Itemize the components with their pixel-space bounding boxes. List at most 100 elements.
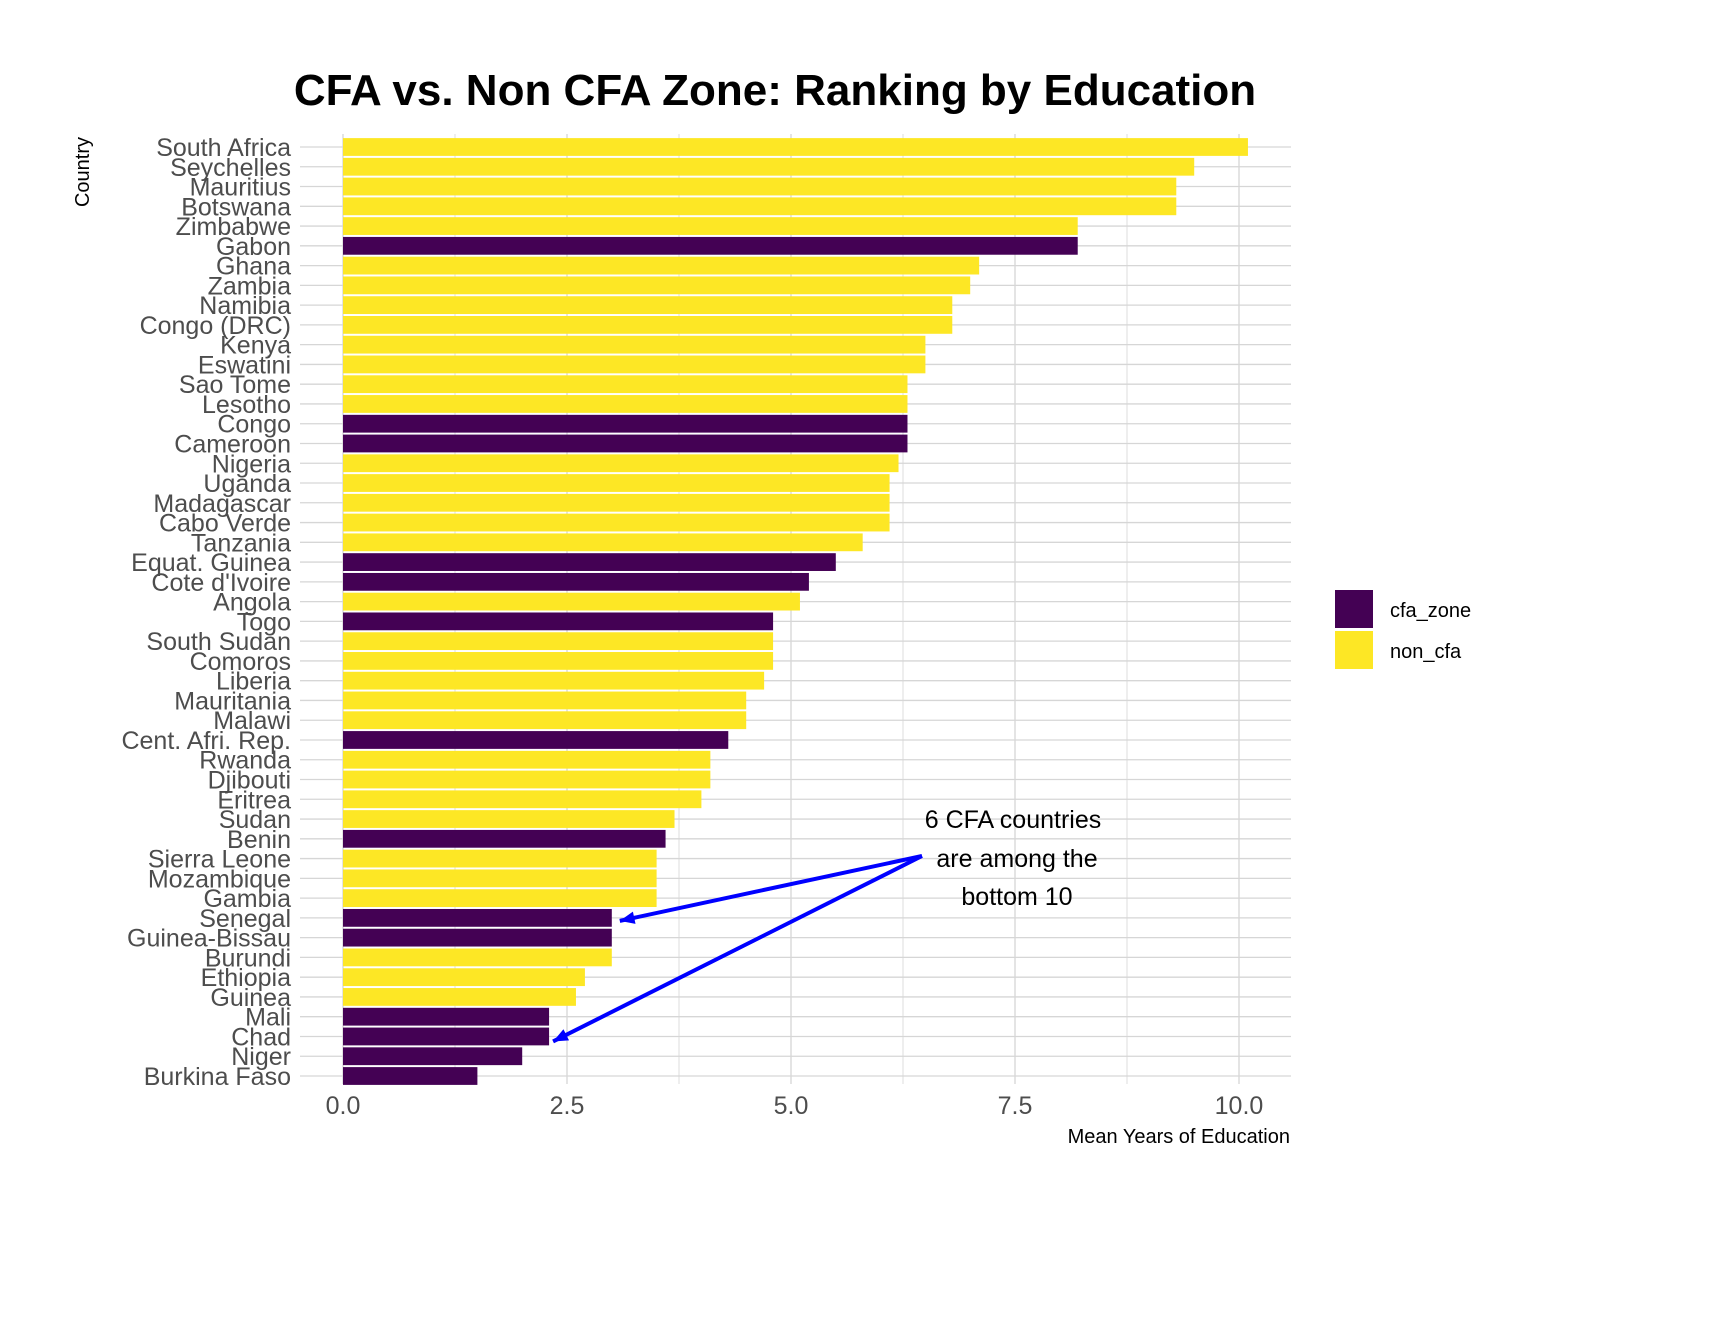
y-tick-label: Burkina Faso	[144, 1063, 291, 1091]
y-tick-label: Mauritius	[190, 174, 291, 202]
bar-sao-tome	[343, 375, 908, 394]
y-tick-label: Zambia	[208, 272, 291, 300]
bar-equat-guinea	[343, 553, 836, 571]
y-tick-label: Gabon	[216, 233, 291, 261]
bar-gabon	[343, 236, 1078, 255]
bar-botswana	[343, 197, 1177, 216]
bar-cote-d-ivoire	[343, 572, 809, 591]
bar-cent-afri-rep-	[343, 731, 729, 749]
bar-south-sudan	[343, 632, 774, 651]
bar-namibia	[343, 296, 953, 315]
bar-ethiopia	[343, 968, 585, 987]
y-tick-label: Botswana	[181, 193, 291, 221]
bar-djibouti	[343, 770, 711, 789]
y-tick-label: Cote d'Ivoire	[151, 569, 291, 597]
y-tick-label: Guinea-Bissau	[127, 925, 291, 953]
bar-ghana	[343, 256, 980, 275]
annotation-arrow	[619, 854, 923, 923]
y-tick-label: Mozambique	[148, 865, 291, 893]
bars	[343, 138, 1248, 1085]
y-tick-label: Djibouti	[208, 767, 291, 795]
bar-tanzania	[343, 533, 863, 552]
bar-uganda	[343, 474, 890, 492]
y-tick-label: Malawi	[213, 707, 291, 735]
bar-congo-drc-	[343, 315, 953, 334]
bar-eswatini	[343, 355, 926, 374]
x-tick-label: 2.5	[550, 1092, 585, 1120]
x-tick-label: 5.0	[774, 1092, 809, 1120]
y-tick-label: Eritrea	[217, 786, 291, 814]
y-tick-label: South Africa	[156, 134, 291, 162]
y-tick-label: Madagascar	[153, 490, 291, 518]
bar-mauritius	[343, 177, 1177, 196]
annotation-line-2: are among the	[936, 845, 1097, 873]
y-tick-label: South Sudan	[146, 628, 291, 656]
legend-swatch-non_cfa	[1335, 631, 1373, 669]
y-tick-label: Mauritania	[174, 687, 291, 715]
y-tick-label: Congo (DRC)	[140, 312, 291, 340]
x-tick-label: 0.0	[326, 1092, 361, 1120]
y-tick-label: Cameroon	[174, 430, 291, 458]
bar-zambia	[343, 276, 971, 295]
y-tick-label: Cabo Verde	[159, 510, 291, 538]
arrowhead-icon	[553, 1029, 570, 1042]
y-tick-label: Togo	[237, 608, 291, 636]
y-tick-label: Rwanda	[199, 747, 291, 775]
bar-cabo-verde	[343, 513, 890, 532]
annotation: 6 CFA countries are among the bottom 10	[552, 806, 1101, 1044]
bar-cameroon	[343, 434, 908, 453]
annotation-line-3: bottom 10	[961, 883, 1072, 911]
legend-label-non_cfa: non_cfa	[1390, 641, 1462, 663]
arrowhead-icon	[619, 911, 636, 924]
bar-senegal	[343, 908, 612, 927]
bar-rwanda	[343, 750, 711, 769]
bar-gambia	[343, 889, 657, 908]
annotation-line-1: 6 CFA countries	[925, 806, 1101, 834]
bar-kenya	[343, 335, 926, 354]
bar-mozambique	[343, 869, 657, 888]
y-tick-label: Sudan	[219, 806, 291, 834]
bar-togo	[343, 612, 774, 631]
y-tick-label: Nigeria	[212, 450, 291, 478]
bar-south-africa	[343, 138, 1248, 156]
bar-nigeria	[343, 454, 899, 473]
bar-malawi	[343, 711, 747, 730]
y-tick-label: Kenya	[220, 332, 291, 360]
legend: cfa_zone non_cfa	[1335, 590, 1471, 669]
bar-madagascar	[343, 493, 890, 512]
x-tick-label: 7.5	[998, 1092, 1033, 1120]
y-tick-label: Gambia	[203, 885, 291, 913]
bar-niger	[343, 1047, 523, 1066]
bar-burundi	[343, 948, 612, 967]
y-tick-label: Equat. Guinea	[131, 549, 291, 577]
bar-liberia	[343, 671, 765, 690]
legend-swatch-cfa_zone	[1335, 590, 1373, 628]
bar-mauritania	[343, 691, 747, 710]
chart-title: CFA vs. Non CFA Zone: Ranking by Educati…	[294, 66, 1256, 115]
bar-guinea-bissau	[343, 928, 612, 947]
y-tick-label: Niger	[231, 1043, 291, 1071]
y-tick-label: Namibia	[199, 292, 291, 320]
x-axis-title: Mean Years of Education	[1068, 1126, 1290, 1148]
legend-label-cfa_zone: cfa_zone	[1390, 600, 1471, 622]
bar-angola	[343, 592, 800, 611]
bar-guinea	[343, 988, 576, 1006]
y-tick-label: Guinea	[210, 984, 291, 1012]
bar-benin	[343, 829, 666, 848]
y-tick-label: Seychelles	[170, 154, 291, 182]
y-tick-label: Sierra Leone	[148, 846, 291, 874]
y-tick-label: Benin	[227, 826, 291, 854]
y-tick-label: Congo	[217, 411, 291, 439]
y-tick-label: Comoros	[190, 648, 291, 676]
x-tick-label: 10.0	[1215, 1092, 1264, 1120]
y-axis-title: Country	[72, 137, 94, 207]
y-tick-label: Lesotho	[202, 391, 291, 419]
y-tick-label: Ghana	[216, 253, 291, 281]
bar-zimbabwe	[343, 217, 1078, 235]
y-tick-label: Eswatini	[198, 351, 291, 379]
bar-lesotho	[343, 395, 908, 413]
bar-seychelles	[343, 157, 1195, 176]
y-tick-label: Ethiopia	[201, 964, 291, 992]
